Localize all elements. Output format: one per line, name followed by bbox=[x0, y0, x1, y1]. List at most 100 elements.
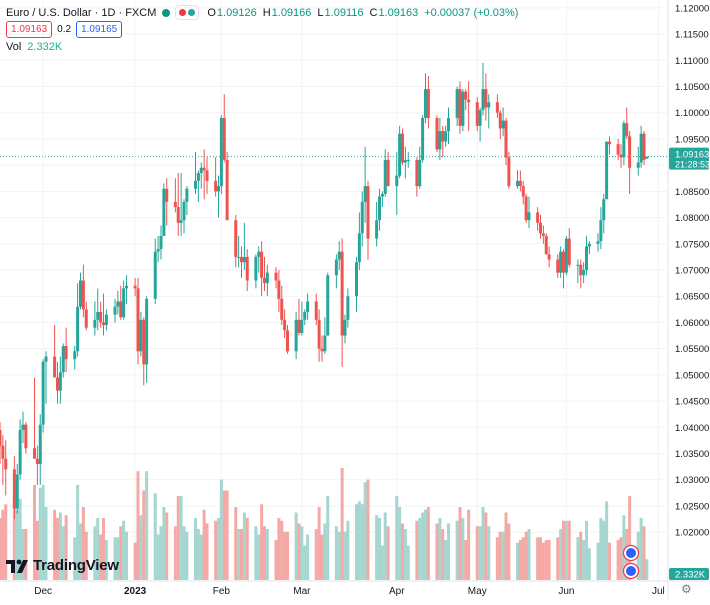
candle-body[interactable] bbox=[177, 207, 180, 223]
candle-body[interactable] bbox=[280, 299, 283, 320]
candle-body[interactable] bbox=[62, 346, 65, 372]
candle-body[interactable] bbox=[122, 288, 125, 317]
candle-body[interactable] bbox=[424, 89, 427, 118]
candle-body[interactable] bbox=[82, 281, 85, 310]
candle-body[interactable] bbox=[464, 92, 467, 100]
candle-body[interactable] bbox=[444, 131, 447, 141]
candle-body[interactable] bbox=[263, 278, 266, 283]
candle-body[interactable] bbox=[395, 176, 398, 186]
candle-body[interactable] bbox=[323, 336, 326, 352]
candle-body[interactable] bbox=[404, 160, 407, 163]
candle-body[interactable] bbox=[542, 233, 545, 236]
candle-body[interactable] bbox=[321, 349, 324, 352]
candle-body[interactable] bbox=[243, 257, 246, 262]
candle-body[interactable] bbox=[102, 322, 105, 325]
candle-body[interactable] bbox=[522, 186, 525, 196]
candle-body[interactable] bbox=[617, 144, 620, 154]
candle-body[interactable] bbox=[421, 118, 424, 160]
candle-body[interactable] bbox=[482, 89, 485, 110]
candle-body[interactable] bbox=[398, 134, 401, 176]
candle-body[interactable] bbox=[375, 220, 378, 238]
candle-body[interactable] bbox=[180, 220, 183, 223]
candle-body[interactable] bbox=[643, 134, 646, 160]
candle-body[interactable] bbox=[358, 233, 361, 262]
candle-body[interactable] bbox=[114, 307, 117, 315]
candle-body[interactable] bbox=[300, 320, 303, 333]
candle-body[interactable] bbox=[197, 173, 200, 181]
candle-body[interactable] bbox=[401, 134, 404, 163]
candle-body[interactable] bbox=[116, 301, 119, 306]
candle-body[interactable] bbox=[326, 275, 329, 335]
candle-body[interactable] bbox=[367, 186, 370, 238]
candle-body[interactable] bbox=[545, 236, 548, 254]
candle-body[interactable] bbox=[36, 459, 39, 464]
candle-body[interactable] bbox=[608, 142, 611, 145]
candle-body[interactable] bbox=[484, 89, 487, 107]
candle-body[interactable] bbox=[565, 239, 568, 273]
candle-body[interactable] bbox=[277, 281, 280, 299]
candle-body[interactable] bbox=[516, 181, 519, 186]
candle-body[interactable] bbox=[145, 299, 148, 365]
candle-body[interactable] bbox=[559, 252, 562, 273]
candle-body[interactable] bbox=[507, 157, 510, 186]
event-flag-eu-icon[interactable] bbox=[624, 546, 639, 561]
symbol-title[interactable]: Euro / U.S. Dollar · 1D · FXCM bbox=[6, 5, 156, 21]
candle-body[interactable] bbox=[355, 262, 358, 296]
candle-body[interactable] bbox=[378, 197, 381, 221]
candle-body[interactable] bbox=[119, 301, 122, 317]
candle-body[interactable] bbox=[562, 252, 565, 273]
candle-body[interactable] bbox=[315, 301, 318, 319]
candle-body[interactable] bbox=[45, 357, 48, 362]
sell-button[interactable]: 1.09163 bbox=[6, 21, 52, 38]
candle-body[interactable] bbox=[576, 265, 579, 266]
candle-body[interactable] bbox=[203, 168, 206, 171]
candle-body[interactable] bbox=[99, 312, 102, 322]
candle-body[interactable] bbox=[622, 123, 625, 157]
candle-body[interactable] bbox=[499, 113, 502, 129]
candle-body[interactable] bbox=[602, 199, 605, 220]
candle-body[interactable] bbox=[625, 123, 628, 136]
gear-icon[interactable]: ⚙ bbox=[681, 582, 692, 596]
candle-body[interactable] bbox=[154, 252, 157, 299]
candle-body[interactable] bbox=[519, 181, 522, 186]
candle-body[interactable] bbox=[56, 377, 59, 390]
volume-label[interactable]: Vol bbox=[6, 39, 21, 55]
candle-body[interactable] bbox=[476, 102, 479, 126]
candle-body[interactable] bbox=[200, 168, 203, 173]
candle-body[interactable] bbox=[438, 131, 441, 149]
candle-body[interactable] bbox=[13, 469, 16, 508]
candle-body[interactable] bbox=[306, 301, 309, 311]
candle-body[interactable] bbox=[298, 320, 301, 333]
candle-body[interactable] bbox=[142, 320, 145, 365]
candle-body[interactable] bbox=[22, 425, 25, 430]
price-axis[interactable]: 1.020001.025001.030001.035001.040001.045… bbox=[624, 0, 710, 600]
candle-body[interactable] bbox=[16, 474, 19, 508]
candle-body[interactable] bbox=[645, 157, 648, 159]
candle-body[interactable] bbox=[588, 244, 591, 247]
tradingview-logo[interactable]: TradingView bbox=[6, 557, 119, 574]
candle-body[interactable] bbox=[436, 118, 439, 149]
event-flag-us-icon[interactable] bbox=[624, 564, 639, 579]
candle-body[interactable] bbox=[599, 220, 602, 241]
candle-body[interactable] bbox=[387, 160, 390, 186]
candle-body[interactable] bbox=[237, 257, 240, 258]
candle-body[interactable] bbox=[318, 320, 321, 349]
candle-body[interactable] bbox=[96, 312, 99, 320]
candle-body[interactable] bbox=[556, 260, 559, 273]
candle-body[interactable] bbox=[381, 194, 384, 197]
candle-body[interactable] bbox=[85, 309, 88, 327]
candle-body[interactable] bbox=[338, 252, 341, 260]
candle-body[interactable] bbox=[139, 320, 142, 351]
candle-body[interactable] bbox=[459, 89, 462, 126]
candle-body[interactable] bbox=[303, 312, 306, 320]
candle-body[interactable] bbox=[134, 286, 137, 289]
candle-body[interactable] bbox=[162, 189, 165, 236]
candle-body[interactable] bbox=[346, 296, 349, 320]
candle-body[interactable] bbox=[286, 330, 289, 351]
candle-body[interactable] bbox=[496, 102, 499, 112]
candle-body[interactable] bbox=[487, 102, 490, 107]
candle-body[interactable] bbox=[456, 89, 459, 118]
candle-body[interactable] bbox=[79, 281, 82, 307]
candle-body[interactable] bbox=[539, 223, 542, 233]
